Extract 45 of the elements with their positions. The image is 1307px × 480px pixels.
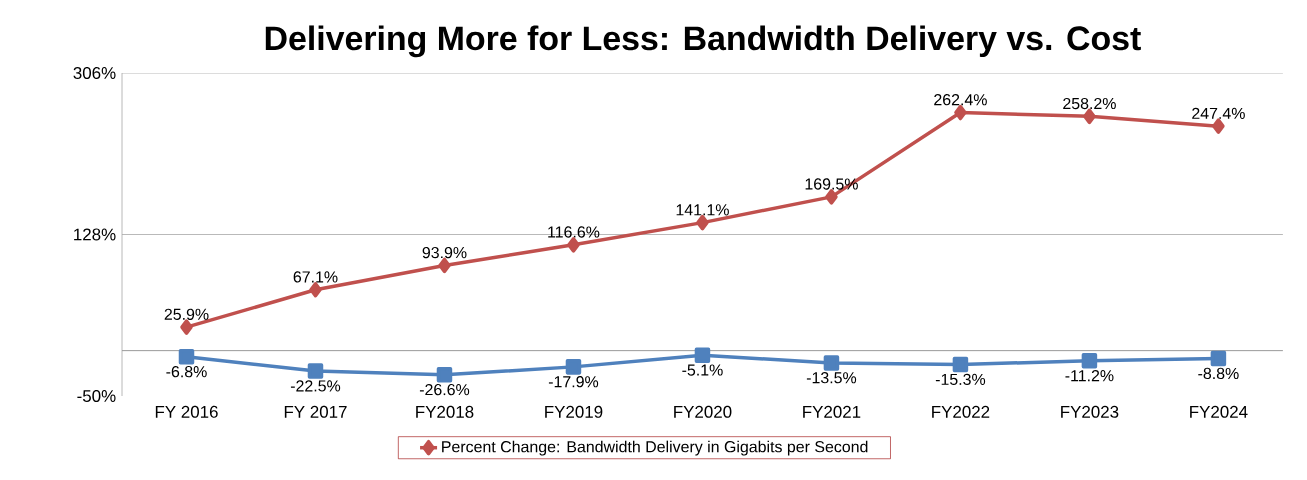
point [1212, 118, 1225, 134]
point [1081, 353, 1098, 369]
data-label: 67.1% [293, 271, 338, 283]
data-label: -8.8% [1198, 367, 1239, 380]
x-tick-label: FY2020 [674, 405, 732, 418]
data-label: -17.9% [548, 376, 599, 388]
point [1210, 350, 1227, 367]
y-tick-label: 306% [73, 67, 116, 79]
x-tick-label: FY2023 [1061, 405, 1119, 418]
data-label: 258.2% [1063, 97, 1116, 110]
chart-title: Delivering More for Less: Bandwidth Delivery vs. Cost [265, 25, 1141, 58]
data-label: 262.4% [934, 94, 987, 106]
x-tick-label: FY2021 [803, 405, 861, 418]
point [952, 356, 969, 373]
point [436, 367, 453, 383]
y-tick-label: 128% [74, 228, 116, 241]
point [565, 359, 582, 375]
point [694, 347, 711, 364]
x-tick-label: FY 2017 [284, 405, 347, 418]
data-label: 247.4% [1192, 107, 1245, 119]
point [825, 189, 838, 205]
data-label: -6.8% [166, 366, 207, 378]
point [567, 237, 580, 253]
point [178, 349, 195, 365]
x-tick-label: FY 2016 [155, 405, 218, 418]
legend-label: Percent Change: Bandwidth Delivery in Gigabits per Second [442, 440, 868, 456]
data-label: -26.6% [419, 383, 470, 396]
data-label: 116.6% [548, 226, 600, 238]
data-label: 141.1% [676, 204, 729, 216]
point [823, 355, 840, 371]
x-tick-label: FY2022 [932, 405, 990, 418]
x-tick-label: FY2024 [1190, 405, 1248, 418]
point [307, 363, 324, 379]
y-tick-label: -50% [77, 390, 116, 402]
x-tick-label: FY2018 [416, 405, 474, 418]
data-label: 25.9% [164, 308, 209, 320]
data-label: -15.3% [935, 373, 986, 385]
point [180, 319, 193, 335]
data-label: -22.5% [290, 380, 341, 392]
data-label: -11.2% [1065, 370, 1114, 382]
data-label: 93.9% [422, 246, 467, 259]
x-tick-label: FY2019 [545, 405, 603, 418]
data-label: -5.1% [682, 364, 723, 376]
point [309, 282, 322, 298]
data-label: -13.5% [806, 372, 857, 384]
